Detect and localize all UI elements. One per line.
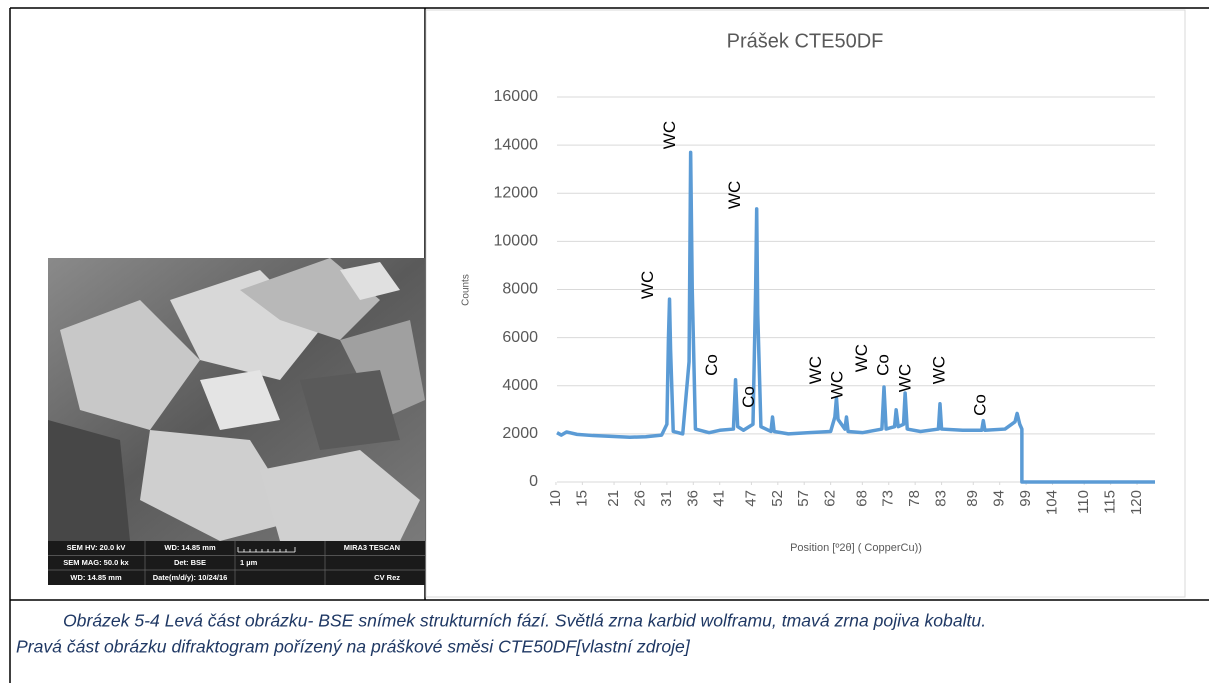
x-tick-label: 99	[1017, 490, 1034, 507]
sem-info: MIRA3 TESCAN	[344, 543, 400, 552]
x-tick-label: 36	[684, 490, 701, 507]
peak-label: WC	[660, 121, 679, 149]
x-tick-label: 120	[1128, 490, 1145, 515]
y-axis-title: Counts	[461, 274, 472, 306]
x-tick-label: 15	[573, 490, 590, 507]
sem-info: SEM MAG: 50.0 kx	[63, 558, 129, 567]
peak-label: WC	[852, 344, 871, 372]
page: SEM HV: 20.0 kV WD: 14.85 mm MIRA3 TESCA…	[0, 0, 1209, 683]
data-line	[557, 152, 1155, 482]
sem-info: CV Rez	[374, 573, 400, 582]
peak-label: Co	[971, 394, 990, 416]
peak-label: WC	[929, 356, 948, 384]
x-tick-label: 110	[1075, 490, 1092, 514]
sem-info: SEM HV: 20.0 kV	[67, 543, 126, 552]
x-tick-label: 26	[631, 490, 648, 507]
x-tick-label: 31	[658, 490, 675, 507]
x-tick-label: 89	[964, 490, 981, 507]
peak-label: WC	[638, 271, 657, 299]
x-tick-label: 57	[795, 490, 812, 507]
x-tick-label: 68	[853, 490, 870, 507]
x-tick-label: 83	[933, 490, 950, 507]
sem-image: SEM HV: 20.0 kV WD: 14.85 mm MIRA3 TESCA…	[48, 258, 425, 585]
y-tick-label: 12000	[494, 184, 539, 201]
peak-label: WC	[828, 371, 847, 399]
chart-title: Prášek CTE50DF	[727, 30, 884, 52]
y-tick-label: 2000	[502, 425, 538, 442]
y-tick-label: 10000	[494, 233, 539, 250]
x-tick-label: 62	[822, 490, 839, 507]
x-tick-label: 115	[1102, 490, 1119, 514]
sem-info: Date(m/d/y): 10/24/16	[153, 573, 228, 582]
peak-label: WC	[725, 181, 744, 209]
peak-label: Co	[873, 354, 892, 376]
y-tick-label: 0	[529, 473, 538, 490]
peak-label: Co	[739, 386, 758, 408]
caption-line: Pravá část obrázku difraktogram pořízený…	[16, 637, 691, 657]
x-tick-label: 73	[880, 490, 897, 507]
x-tick-label: 21	[605, 490, 622, 507]
peak-label: WC	[806, 356, 825, 384]
y-tick-label: 4000	[502, 377, 538, 394]
peak-label: Co	[702, 354, 721, 376]
peak-label: WC	[896, 364, 915, 392]
caption-line: Obrázek 5-4 Levá část obrázku- BSE sníme…	[63, 611, 986, 631]
y-tick-label: 8000	[502, 281, 538, 298]
x-tick-label: 41	[711, 490, 728, 507]
sem-info: WD: 14.85 mm	[70, 573, 122, 582]
x-tick-label: 10	[547, 490, 564, 507]
x-tick-label: 47	[742, 490, 759, 507]
x-tick-label: 104	[1043, 490, 1060, 515]
x-axis-title: Position [º2θ] ( CopperCu))	[790, 542, 922, 554]
sem-info: Det: BSE	[174, 558, 206, 567]
sem-info: 1 µm	[240, 558, 258, 567]
y-tick-label: 6000	[502, 329, 538, 346]
chart-border	[426, 10, 1185, 597]
x-tick-label: 52	[769, 490, 786, 507]
x-tick-label: 94	[991, 490, 1008, 507]
y-tick-label: 16000	[494, 88, 539, 105]
x-tick-label: 78	[906, 490, 923, 507]
sem-info: WD: 14.85 mm	[164, 543, 216, 552]
y-tick-label: 14000	[494, 136, 539, 153]
